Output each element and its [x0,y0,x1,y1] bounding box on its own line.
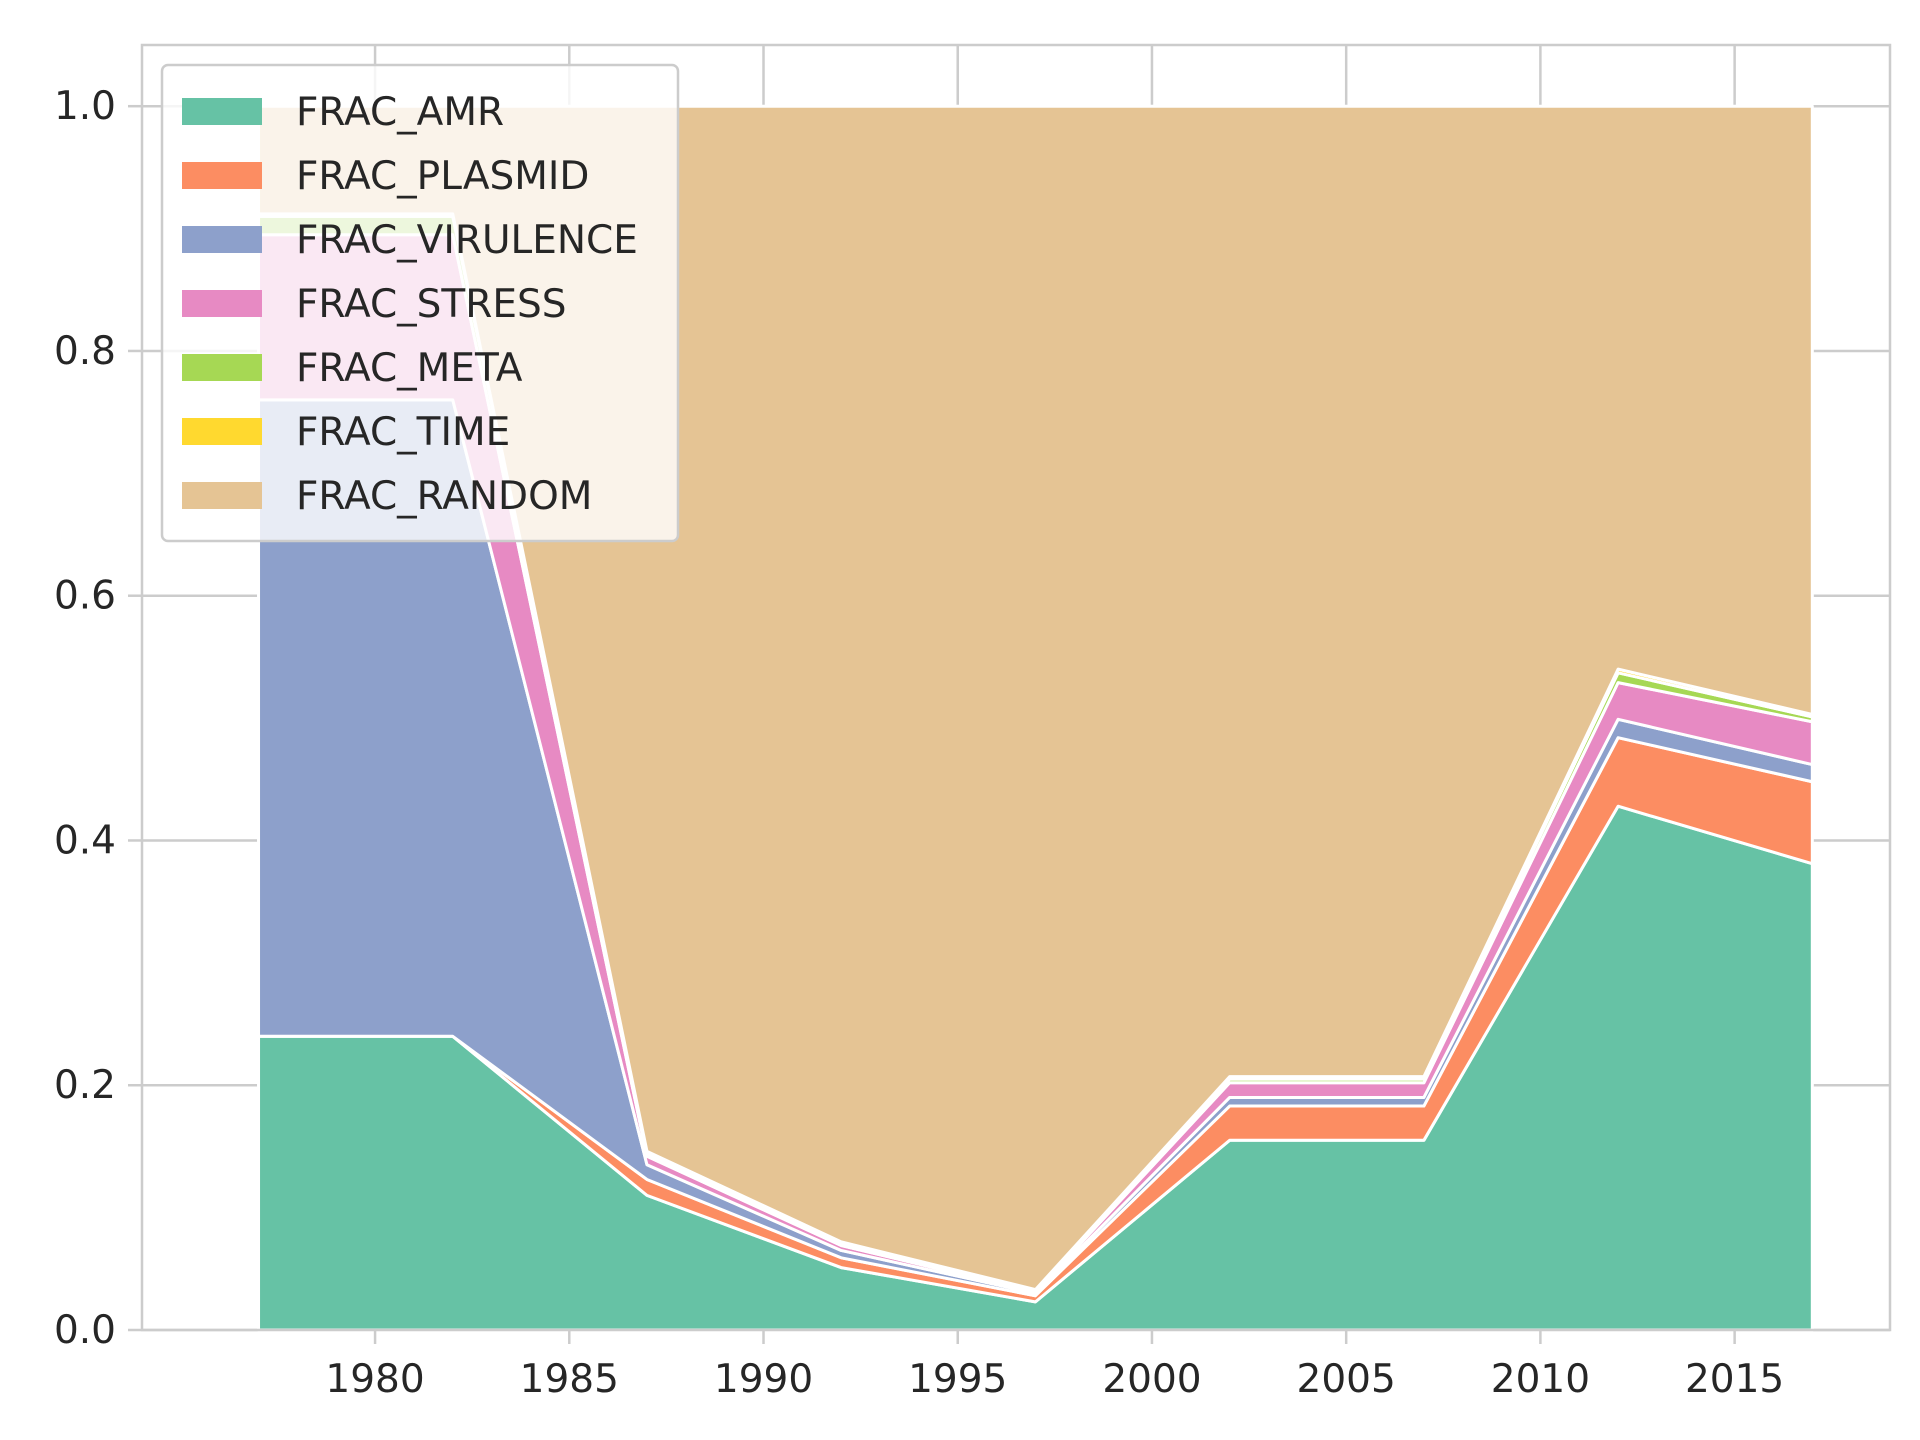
x-tick-label: 1985 [520,1357,619,1402]
x-axis: 1980 1985 1990 1995 2000 2005 2010 2015 [325,1330,1784,1402]
legend-swatch [182,418,262,445]
legend-label: FRAC_TIME [296,410,510,455]
legend-swatch [182,290,262,317]
y-tick-label: 0.0 [54,1308,116,1353]
x-tick-label: 1995 [908,1357,1007,1402]
legend-label: FRAC_STRESS [296,282,567,327]
x-tick-label: 1990 [714,1357,813,1402]
legend-swatch [182,162,262,189]
legend-label: FRAC_AMR [296,90,504,135]
legend-swatch [182,98,262,125]
y-tick-label: 0.8 [54,329,116,374]
legend-swatch [182,482,262,509]
y-axis: 0.0 0.2 0.4 0.6 0.8 1.0 [54,84,142,1353]
legend-label: FRAC_META [296,346,523,391]
legend-swatch [182,226,262,253]
plot-frame [140,43,1892,1332]
legend-label: FRAC_RANDOM [296,474,592,519]
legend-swatch [182,354,262,381]
x-tick-label: 2000 [1102,1357,1201,1402]
y-tick-label: 1.0 [54,84,116,129]
x-tick-label: 2010 [1491,1357,1590,1402]
x-tick-label: 1980 [325,1357,424,1402]
y-tick-label: 0.4 [54,818,116,863]
x-tick-label: 2015 [1685,1357,1784,1402]
legend: FRAC_AMR FRAC_PLASMID FRAC_VIRULENCE FRAC_S… [160,63,680,543]
legend-box [160,63,680,543]
x-tick-label: 2005 [1297,1357,1396,1402]
legend-label: FRAC_PLASMID [296,154,589,199]
legend-label: FRAC_VIRULENCE [296,218,638,263]
y-tick-label: 0.2 [54,1063,116,1108]
y-tick-label: 0.6 [54,574,116,619]
